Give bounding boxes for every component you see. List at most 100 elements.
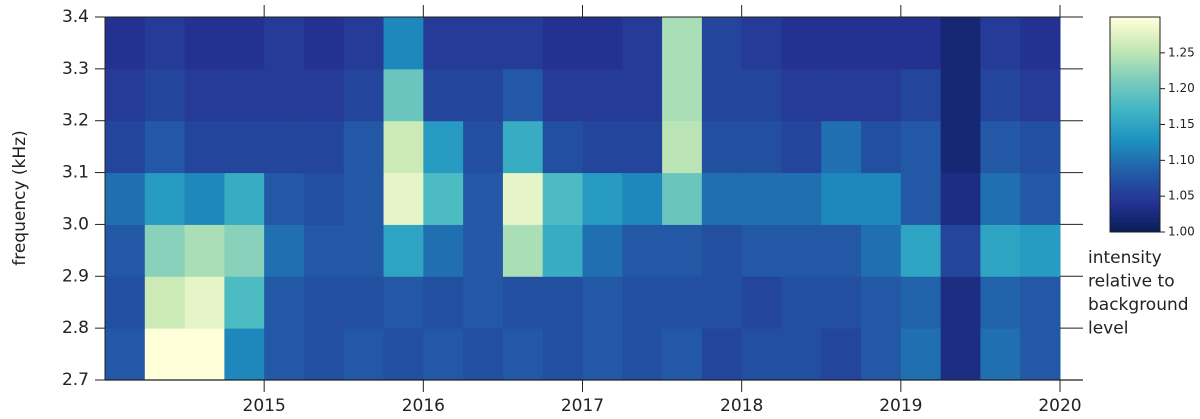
heat-cell xyxy=(1020,172,1061,225)
heat-cell xyxy=(264,120,305,174)
heat-cell xyxy=(582,68,623,122)
heat-cell xyxy=(980,17,1021,70)
heat-cell xyxy=(622,276,663,329)
heat-cell xyxy=(861,17,902,70)
heat-cell xyxy=(343,276,385,329)
heat-cell xyxy=(821,120,862,174)
colorbar-swatch xyxy=(1110,49,1160,54)
heat-cell xyxy=(383,224,424,277)
heat-cell xyxy=(900,17,942,70)
colorbar-swatch xyxy=(1110,128,1160,133)
colorbar-label: intensity xyxy=(1088,248,1162,268)
heat-cell xyxy=(622,224,663,277)
heat-cell xyxy=(542,120,583,174)
heat-cell xyxy=(303,276,345,329)
y-tick-label: 2.7 xyxy=(62,370,89,390)
colorbar-swatch xyxy=(1110,221,1160,226)
x-tick-label: 2019 xyxy=(879,396,922,416)
heat-cell xyxy=(224,17,265,70)
colorbar-tick-label: 1.05 xyxy=(1168,189,1195,203)
heat-cell xyxy=(303,120,345,174)
heat-cell xyxy=(343,120,385,174)
colorbar-swatch xyxy=(1110,67,1160,72)
heat-cell xyxy=(662,276,703,329)
heat-cell xyxy=(622,172,663,225)
heat-cell xyxy=(184,172,225,225)
heat-cell xyxy=(184,276,225,329)
heat-cell xyxy=(980,328,1021,381)
heat-cell xyxy=(184,224,225,277)
heat-cell xyxy=(582,172,623,225)
heat-cell xyxy=(980,224,1021,277)
heat-cell xyxy=(900,68,942,122)
colorbar-swatch xyxy=(1110,117,1160,122)
heat-cell xyxy=(184,328,225,381)
heat-cell xyxy=(343,172,385,225)
heat-cell xyxy=(582,328,623,381)
colorbar-swatch xyxy=(1110,63,1160,68)
heat-cell xyxy=(741,224,782,277)
heat-cell xyxy=(781,224,822,277)
heat-cell xyxy=(1020,68,1061,122)
heat-cell xyxy=(463,172,504,225)
colorbar-swatch xyxy=(1110,189,1160,194)
heat-cell xyxy=(105,17,146,70)
colorbar-swatch xyxy=(1110,153,1160,158)
heat-cell xyxy=(701,68,743,122)
heat-cell xyxy=(940,172,981,225)
heat-cell xyxy=(622,68,663,122)
heat-cell xyxy=(502,276,544,329)
colorbar-swatch xyxy=(1110,85,1160,90)
y-tick-label: 3.1 xyxy=(62,163,89,183)
heat-cell xyxy=(900,172,942,225)
heat-cell xyxy=(502,224,544,277)
heat-cell xyxy=(900,328,942,381)
heat-cell xyxy=(821,172,862,225)
heat-cell xyxy=(303,68,345,122)
colorbar-swatch xyxy=(1110,31,1160,36)
heat-cell xyxy=(741,68,782,122)
heat-cell xyxy=(463,276,504,329)
heat-cell xyxy=(184,17,225,70)
colorbar-swatch xyxy=(1110,77,1160,82)
colorbar-swatch xyxy=(1110,103,1160,108)
heat-cell xyxy=(821,328,862,381)
heat-cell xyxy=(980,172,1021,225)
colorbar-swatch xyxy=(1110,92,1160,97)
heat-cell xyxy=(105,276,146,329)
heat-cell xyxy=(224,276,265,329)
y-tick-label: 2.8 xyxy=(62,318,89,338)
heat-cell xyxy=(343,17,385,70)
colorbar-swatch xyxy=(1110,185,1160,190)
x-tick-label: 2017 xyxy=(561,396,604,416)
heat-cell xyxy=(662,224,703,277)
heat-cell xyxy=(701,172,743,225)
colorbar-swatch xyxy=(1110,113,1160,118)
heat-cell xyxy=(105,120,146,174)
heat-cell xyxy=(264,17,305,70)
colorbar-swatch xyxy=(1110,60,1160,65)
colorbar-swatch xyxy=(1110,52,1160,57)
colorbar-swatch xyxy=(1110,24,1160,29)
y-tick-label: 2.9 xyxy=(62,266,89,286)
colorbar-swatch xyxy=(1110,167,1160,172)
heat-cell xyxy=(662,120,703,174)
colorbar-swatch xyxy=(1110,34,1160,39)
heat-cell xyxy=(662,328,703,381)
heat-cell xyxy=(900,120,942,174)
heat-cell xyxy=(144,276,186,329)
colorbar-swatch xyxy=(1110,178,1160,183)
heat-cell xyxy=(423,172,464,225)
x-tick-label: 2016 xyxy=(402,396,445,416)
heat-cell xyxy=(821,276,862,329)
heat-cell xyxy=(184,120,225,174)
heat-cell xyxy=(781,276,822,329)
heat-cell xyxy=(105,328,146,381)
heat-cell xyxy=(1020,17,1061,70)
heat-cell xyxy=(144,328,186,381)
heat-cell xyxy=(144,120,186,174)
heat-cell xyxy=(781,120,822,174)
heat-cell xyxy=(622,17,663,70)
heat-cell xyxy=(980,120,1021,174)
colorbar-swatch xyxy=(1110,45,1160,50)
